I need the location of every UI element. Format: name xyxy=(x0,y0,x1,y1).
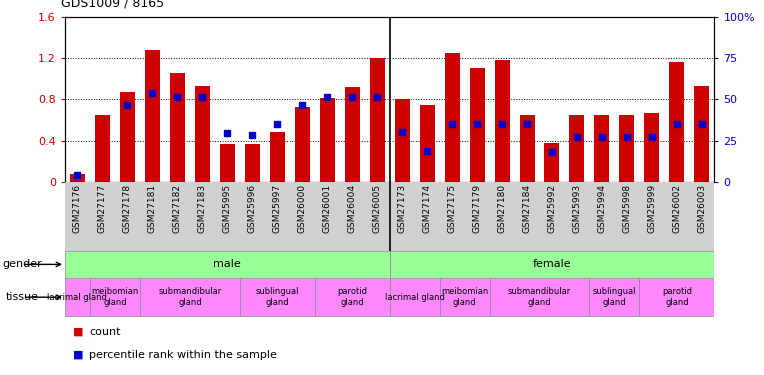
Bar xyxy=(195,86,210,182)
Bar xyxy=(439,278,490,316)
Text: GSM25992: GSM25992 xyxy=(548,184,556,233)
Text: GSM25996: GSM25996 xyxy=(248,184,257,233)
Text: parotid
gland: parotid gland xyxy=(662,288,692,307)
Bar xyxy=(545,143,559,182)
Bar xyxy=(244,144,260,182)
Bar xyxy=(170,73,185,182)
Bar xyxy=(145,50,160,182)
Bar xyxy=(120,92,135,182)
Bar xyxy=(295,106,309,182)
Bar xyxy=(319,98,335,182)
Bar xyxy=(220,144,235,182)
Bar xyxy=(490,278,590,316)
Text: GSM27175: GSM27175 xyxy=(448,184,457,233)
Text: percentile rank within the sample: percentile rank within the sample xyxy=(89,350,277,360)
Text: GSM26002: GSM26002 xyxy=(672,184,681,233)
Text: GSM26005: GSM26005 xyxy=(373,184,382,233)
Text: tissue: tissue xyxy=(6,292,39,302)
Text: GSM25999: GSM25999 xyxy=(647,184,656,233)
Text: male: male xyxy=(213,260,241,269)
Text: sublingual
gland: sublingual gland xyxy=(255,288,299,307)
Text: GSM26003: GSM26003 xyxy=(698,184,707,233)
Bar xyxy=(620,115,634,182)
Text: GSM27180: GSM27180 xyxy=(497,184,507,233)
Text: GSM27179: GSM27179 xyxy=(473,184,481,233)
Bar xyxy=(95,115,110,182)
Text: GSM25997: GSM25997 xyxy=(273,184,282,233)
Bar xyxy=(90,278,140,316)
Bar xyxy=(315,278,390,316)
Bar xyxy=(240,278,315,316)
Bar xyxy=(694,86,709,182)
Bar xyxy=(569,115,584,182)
Text: count: count xyxy=(89,327,121,337)
Text: meibomian
gland: meibomian gland xyxy=(91,288,138,307)
Text: parotid
gland: parotid gland xyxy=(337,288,367,307)
Text: lacrimal gland: lacrimal gland xyxy=(47,292,108,302)
Text: GSM27182: GSM27182 xyxy=(173,184,182,233)
Text: GSM27183: GSM27183 xyxy=(198,184,207,233)
Bar xyxy=(140,278,240,316)
Text: ■: ■ xyxy=(73,327,83,337)
Text: female: female xyxy=(533,260,571,269)
Text: submandibular
gland: submandibular gland xyxy=(158,288,222,307)
Text: sublingual
gland: sublingual gland xyxy=(593,288,636,307)
Bar xyxy=(590,278,639,316)
Bar xyxy=(395,99,410,182)
Bar xyxy=(494,60,510,182)
Text: submandibular
gland: submandibular gland xyxy=(508,288,571,307)
Text: ■: ■ xyxy=(73,350,83,360)
Text: lacrimal gland: lacrimal gland xyxy=(385,292,445,302)
Bar xyxy=(270,132,285,182)
Text: GSM27174: GSM27174 xyxy=(422,184,432,233)
Text: GSM26004: GSM26004 xyxy=(348,184,357,233)
Bar xyxy=(669,62,685,182)
Bar xyxy=(370,58,384,182)
Text: meibomian
gland: meibomian gland xyxy=(441,288,488,307)
Bar xyxy=(345,87,360,182)
Bar xyxy=(520,115,535,182)
Bar xyxy=(390,278,439,316)
Bar xyxy=(445,53,460,182)
Bar xyxy=(470,68,484,182)
Bar xyxy=(639,278,714,316)
Text: GSM27176: GSM27176 xyxy=(73,184,82,233)
Text: GSM27178: GSM27178 xyxy=(123,184,132,233)
Bar xyxy=(65,251,390,278)
Text: GSM27181: GSM27181 xyxy=(148,184,157,233)
Bar xyxy=(70,174,85,182)
Text: GSM25995: GSM25995 xyxy=(223,184,231,233)
Text: GSM25993: GSM25993 xyxy=(572,184,581,233)
Bar xyxy=(390,251,714,278)
Bar xyxy=(65,278,90,316)
Text: GSM27173: GSM27173 xyxy=(397,184,406,233)
Bar xyxy=(594,115,610,182)
Text: gender: gender xyxy=(2,260,42,269)
Text: GSM26000: GSM26000 xyxy=(298,184,306,233)
Text: GSM25998: GSM25998 xyxy=(623,184,631,233)
Text: GSM26001: GSM26001 xyxy=(322,184,332,233)
Text: GSM27184: GSM27184 xyxy=(523,184,532,233)
Text: GSM27177: GSM27177 xyxy=(98,184,107,233)
Bar xyxy=(419,105,435,182)
Text: GDS1009 / 8165: GDS1009 / 8165 xyxy=(61,0,164,9)
Bar xyxy=(644,113,659,182)
Text: GSM25994: GSM25994 xyxy=(597,184,607,233)
